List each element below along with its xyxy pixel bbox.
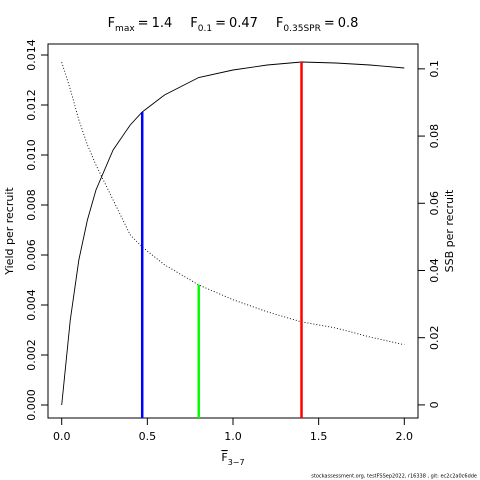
y2-tick-label: 0.06	[428, 191, 441, 216]
y-tick-label: 0.012	[25, 89, 38, 121]
x-axis-label: F3−7	[221, 451, 244, 467]
x-tick-label: 0.0	[53, 430, 71, 443]
title-symbol: F	[108, 16, 115, 31]
y2-tick-label: 0.1	[428, 60, 441, 78]
x-tick-label: 0.5	[139, 430, 157, 443]
chart-title: Fmax = 1.4 F0.1 = 0.47 F0.35SPR = 0.8	[108, 16, 359, 34]
title-symbol: F	[276, 16, 283, 31]
title-value: 1.4	[152, 16, 173, 31]
x-tick-label: 2.0	[396, 430, 414, 443]
y-tick-label: 0.002	[25, 339, 38, 371]
x-label-main: F	[221, 451, 227, 464]
x-label-sub: 3−7	[228, 458, 245, 467]
footer: stockassessment.org, testFSSep2022, r163…	[311, 474, 477, 480]
y-tick-label: 0.008	[25, 189, 38, 221]
plot-box	[47, 43, 419, 419]
y2-tick-label: 0.02	[428, 325, 441, 350]
x-tick-label: 1.0	[224, 430, 242, 443]
y2-tick-label: 0	[428, 401, 441, 408]
y2-axis-label: SSB per recruit	[443, 189, 456, 272]
y-tick-label: 0.014	[25, 39, 38, 71]
title-value: 0.47	[229, 16, 258, 31]
y-tick-label: 0.010	[25, 139, 38, 171]
title-symbol: F	[190, 16, 197, 31]
title-subscript: 0.35SPR	[283, 24, 320, 34]
title-subscript: max	[115, 24, 135, 34]
y2-tick-label: 0.04	[428, 258, 441, 283]
y2-tick-label: 0.08	[428, 124, 441, 149]
series-line	[61, 62, 405, 346]
title-relation: =	[215, 16, 226, 31]
y-tick-label: 0.006	[25, 239, 38, 271]
y-axis-label: Yield per recruit	[3, 187, 16, 276]
title-relation: =	[324, 16, 335, 31]
title-value: 0.8	[338, 16, 359, 31]
series-line	[61, 61, 405, 406]
title-relation: =	[138, 16, 149, 31]
y-tick-label: 0.000	[25, 389, 38, 421]
y-tick-label: 0.004	[25, 289, 38, 321]
title-subscript: 0.1	[198, 24, 212, 34]
x-tick-label: 1.5	[310, 430, 328, 443]
